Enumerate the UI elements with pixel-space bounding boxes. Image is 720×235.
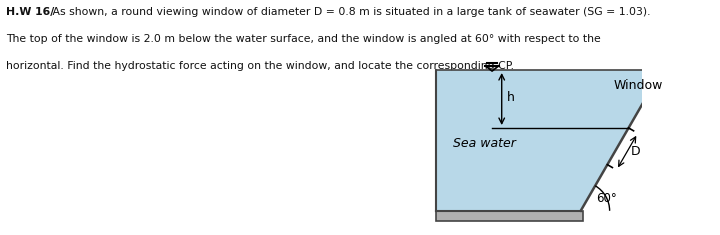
Text: h: h bbox=[507, 91, 514, 104]
Text: 60°: 60° bbox=[597, 192, 617, 205]
Text: The top of the window is 2.0 m below the water surface, and the window is angled: The top of the window is 2.0 m below the… bbox=[6, 34, 600, 44]
Text: Sea water: Sea water bbox=[453, 137, 516, 150]
Text: horizontal. Find the hydrostatic force acting on the window, and locate the corr: horizontal. Find the hydrostatic force a… bbox=[6, 61, 514, 71]
Text: As shown, a round viewing window of diameter D = 0.8 m is situated in a large ta: As shown, a round viewing window of diam… bbox=[49, 7, 650, 17]
Polygon shape bbox=[436, 70, 662, 211]
Text: D: D bbox=[631, 145, 641, 158]
Bar bbox=[436, 211, 582, 221]
Text: H.W 16/: H.W 16/ bbox=[6, 7, 54, 17]
Text: Window: Window bbox=[613, 79, 663, 92]
